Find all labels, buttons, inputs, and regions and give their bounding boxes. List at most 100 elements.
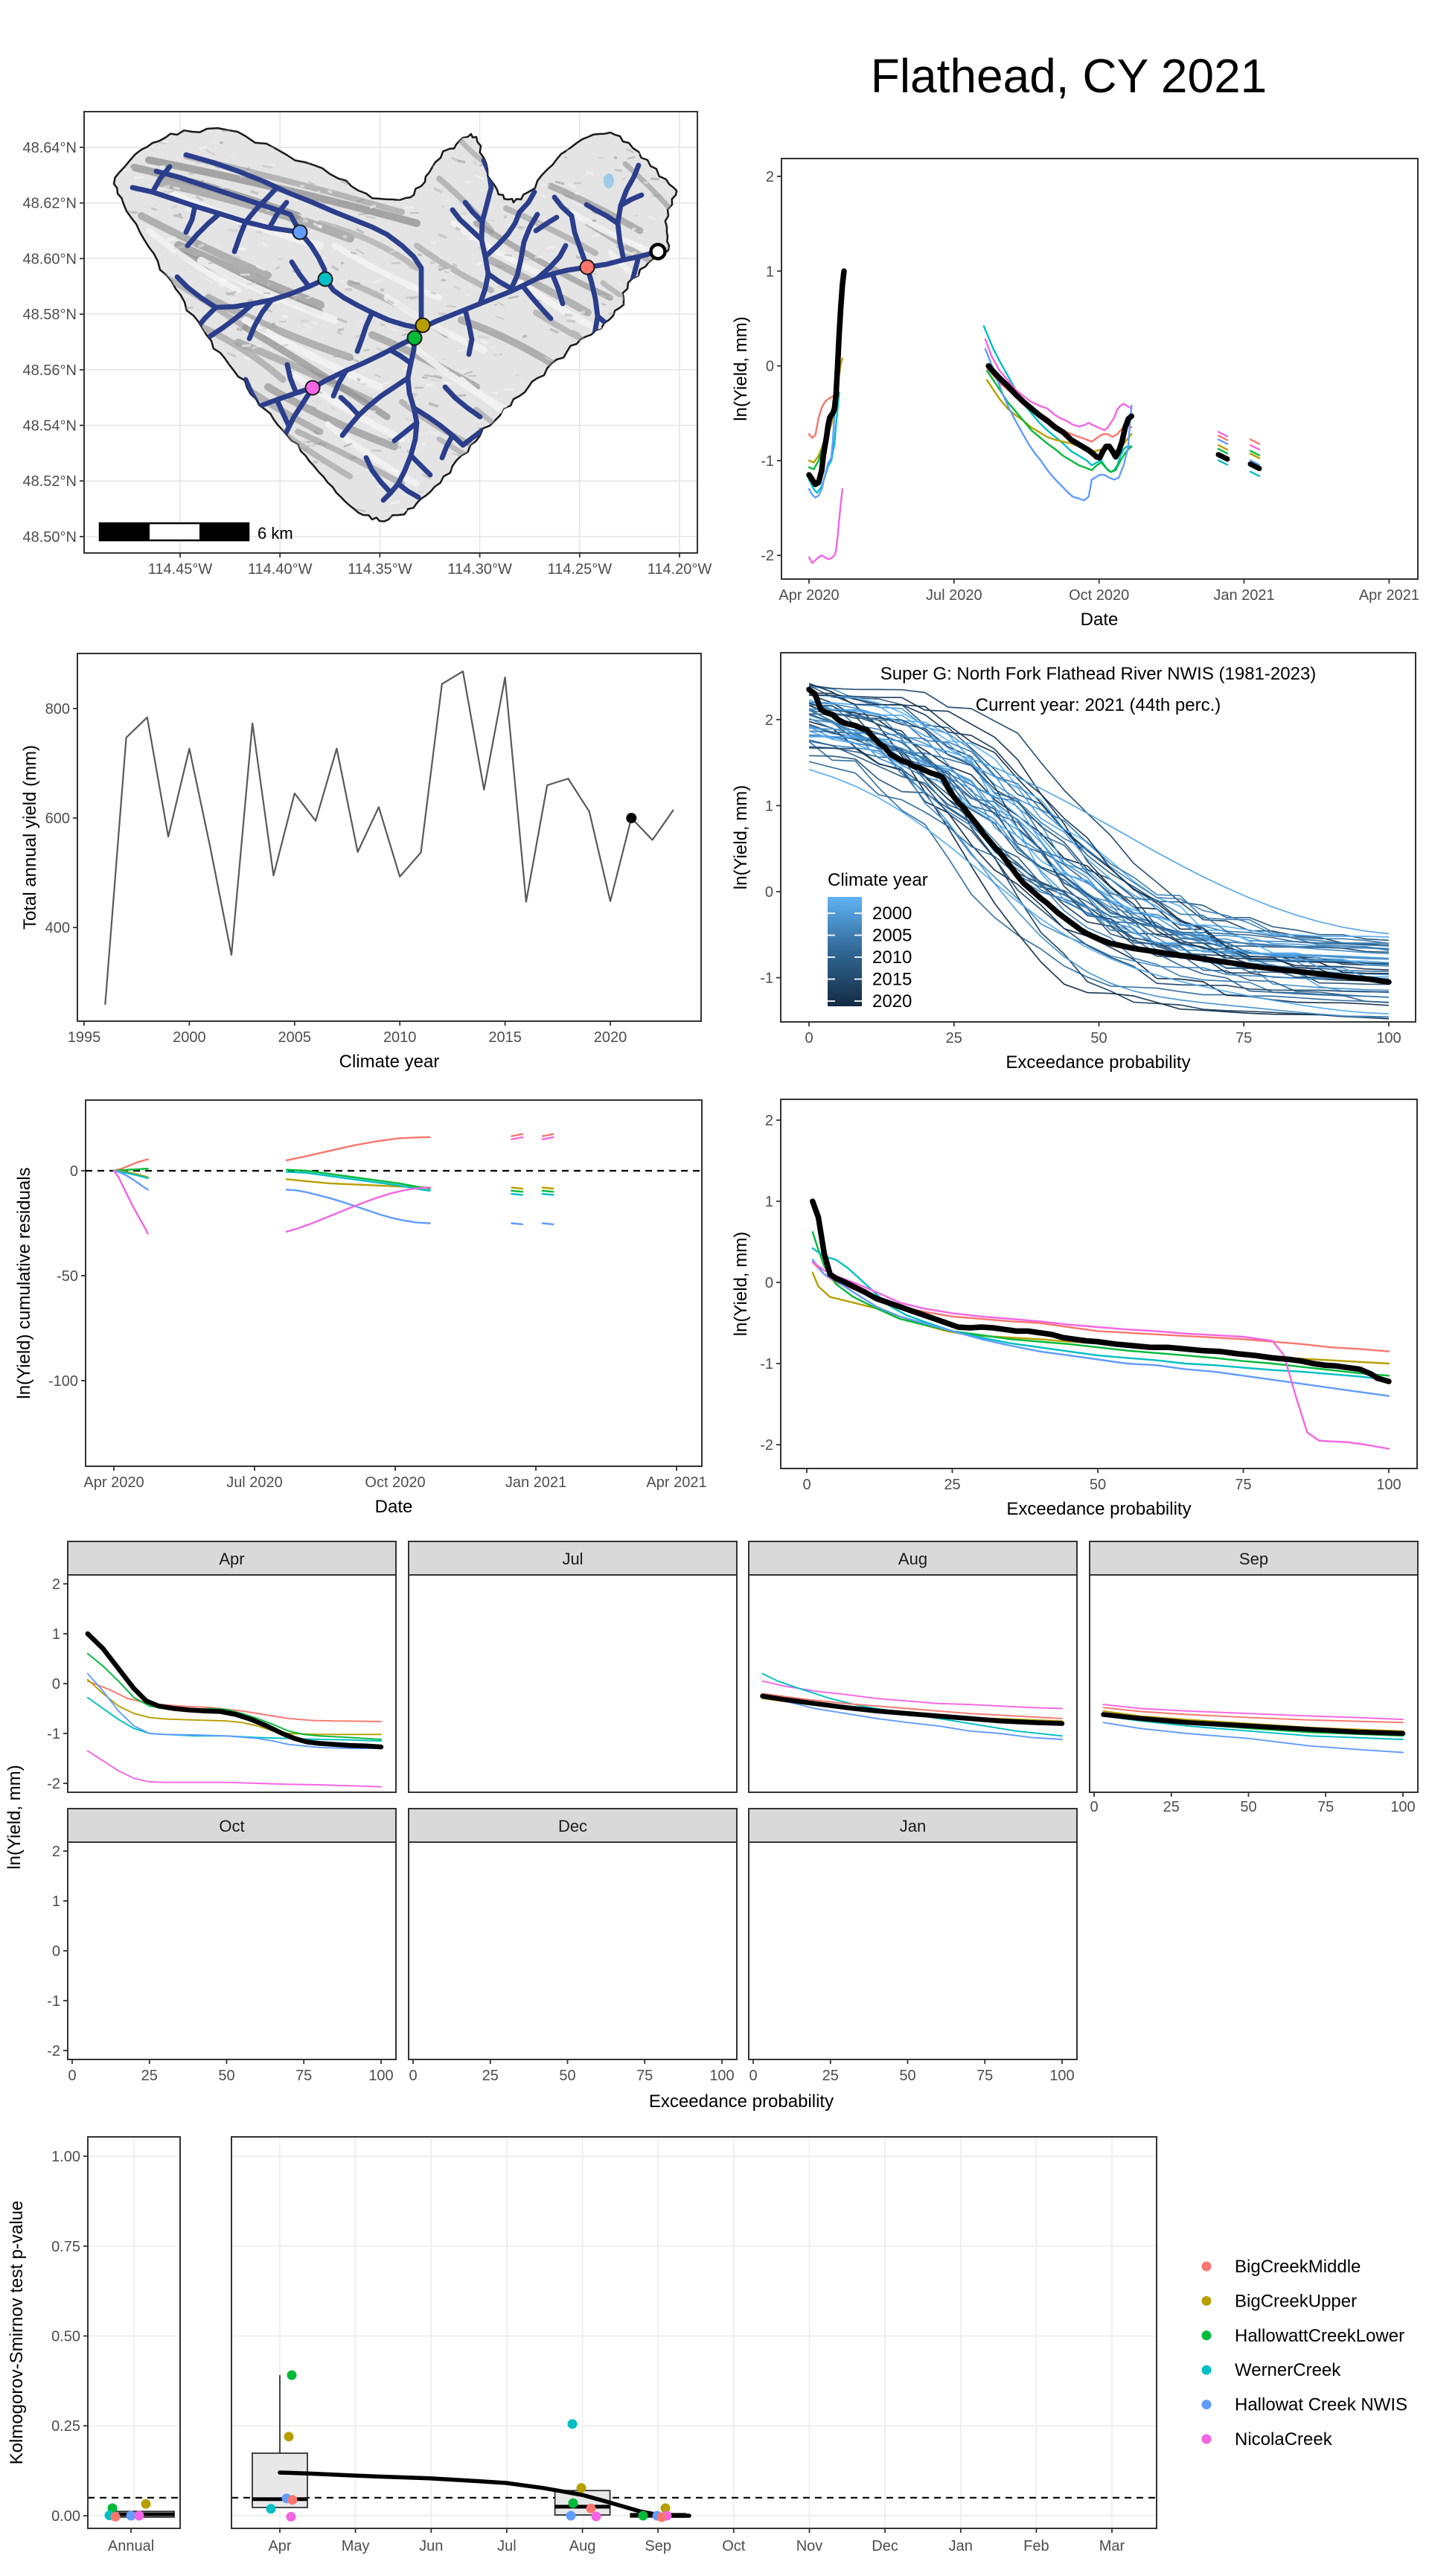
svg-text:2010: 2010 (872, 947, 912, 968)
svg-text:48.58°N: 48.58°N (23, 307, 77, 323)
svg-text:-1: -1 (760, 971, 773, 987)
svg-text:Jul: Jul (562, 1550, 583, 1568)
svg-text:114.35°W: 114.35°W (348, 561, 412, 578)
svg-text:2000: 2000 (872, 904, 912, 924)
svg-text:100: 100 (1049, 2068, 1074, 2084)
svg-text:0: 0 (765, 1275, 773, 1291)
svg-text:0.00: 0.00 (51, 2508, 80, 2525)
svg-text:Apr 2021: Apr 2021 (646, 1474, 706, 1491)
svg-text:Sep: Sep (645, 2538, 671, 2554)
svg-text:114.45°W: 114.45°W (148, 561, 213, 578)
svg-text:HallowattCreekLower: HallowattCreekLower (1235, 2326, 1404, 2346)
svg-text:Jul 2020: Jul 2020 (226, 1474, 283, 1491)
svg-text:Date: Date (1081, 610, 1119, 630)
svg-text:48.62°N: 48.62°N (23, 196, 77, 212)
svg-text:Sep: Sep (1239, 1550, 1268, 1568)
svg-text:6 km: 6 km (258, 524, 293, 543)
svg-text:48.54°N: 48.54°N (23, 418, 77, 435)
svg-text:48.56°N: 48.56°N (23, 362, 77, 379)
svg-text:100: 100 (1376, 1477, 1401, 1493)
svg-text:2: 2 (52, 1844, 60, 1860)
svg-text:Mar: Mar (1099, 2538, 1125, 2554)
svg-text:800: 800 (45, 701, 70, 717)
svg-text:Apr: Apr (219, 1550, 244, 1568)
svg-text:48.50°N: 48.50°N (23, 529, 77, 546)
svg-text:Nov: Nov (796, 2538, 823, 2554)
svg-text:0: 0 (766, 359, 774, 375)
svg-text:Dec: Dec (872, 2538, 898, 2554)
svg-text:Oct: Oct (219, 1817, 244, 1835)
svg-text:Super G: North Fork Flathead R: Super G: North Fork Flathead River NWIS … (880, 664, 1317, 684)
svg-text:0: 0 (749, 2068, 757, 2084)
svg-text:2: 2 (765, 712, 773, 729)
svg-text:0: 0 (409, 2068, 417, 2084)
svg-text:BigCreekMiddle: BigCreekMiddle (1235, 2257, 1361, 2277)
svg-text:2: 2 (766, 169, 774, 185)
svg-text:Jun: Jun (419, 2538, 443, 2554)
svg-text:48.60°N: 48.60°N (23, 251, 77, 267)
svg-text:114.25°W: 114.25°W (548, 561, 613, 578)
svg-text:0.75: 0.75 (51, 2239, 80, 2255)
svg-text:-2: -2 (761, 548, 774, 564)
svg-text:2020: 2020 (872, 991, 912, 1011)
svg-text:2: 2 (765, 1113, 773, 1129)
svg-text:114.30°W: 114.30°W (447, 561, 512, 578)
svg-text:-100: -100 (48, 1373, 78, 1390)
svg-text:1: 1 (765, 1194, 773, 1210)
svg-text:25: 25 (822, 2068, 839, 2084)
svg-text:Oct: Oct (722, 2538, 746, 2554)
svg-text:25: 25 (482, 2068, 499, 2084)
svg-text:Jan 2021: Jan 2021 (505, 1474, 566, 1491)
svg-text:2005: 2005 (278, 1029, 312, 1046)
svg-text:75: 75 (976, 2068, 993, 2084)
svg-text:2: 2 (52, 1576, 60, 1593)
svg-text:75: 75 (1235, 1030, 1252, 1046)
svg-text:Kolmogorov-Smirnov test p-valu: Kolmogorov-Smirnov test p-value (7, 2201, 27, 2465)
svg-text:1.00: 1.00 (51, 2149, 80, 2165)
svg-text:Oct 2020: Oct 2020 (365, 1474, 425, 1491)
svg-text:2020: 2020 (594, 1029, 627, 1046)
svg-text:2005: 2005 (872, 926, 912, 946)
svg-text:2000: 2000 (173, 1029, 206, 1046)
svg-text:100: 100 (1390, 1799, 1415, 1815)
svg-text:Jan: Jan (949, 2538, 973, 2554)
svg-text:Aug: Aug (898, 1550, 927, 1568)
svg-text:114.20°W: 114.20°W (648, 561, 712, 578)
svg-text:Hallowat Creek NWIS: Hallowat Creek NWIS (1235, 2395, 1407, 2415)
svg-text:-2: -2 (47, 2043, 60, 2059)
svg-text:25: 25 (946, 1030, 962, 1046)
svg-text:ln(Yield, mm): ln(Yield, mm) (731, 785, 751, 889)
svg-text:-1: -1 (47, 1993, 60, 2010)
svg-text:Exceedance probability: Exceedance probability (649, 2091, 834, 2112)
svg-text:BigCreekUpper: BigCreekUpper (1235, 2291, 1357, 2311)
svg-text:50: 50 (1090, 1030, 1107, 1046)
svg-text:Dec: Dec (558, 1817, 587, 1835)
svg-text:-1: -1 (761, 453, 774, 470)
svg-text:Aug: Aug (569, 2538, 596, 2554)
svg-text:50: 50 (1240, 1799, 1256, 1815)
svg-text:-2: -2 (47, 1776, 60, 1792)
svg-text:Apr 2020: Apr 2020 (83, 1474, 144, 1491)
svg-text:Exceedance probability: Exceedance probability (1006, 1052, 1190, 1073)
svg-text:75: 75 (295, 2068, 312, 2084)
svg-text:48.64°N: 48.64°N (23, 140, 77, 156)
svg-text:100: 100 (1376, 1030, 1401, 1046)
svg-text:ln(Yield, mm): ln(Yield, mm) (731, 316, 751, 421)
svg-text:ln(Yield) cumulative residuals: ln(Yield) cumulative residuals (14, 1167, 34, 1399)
svg-text:0: 0 (802, 1477, 811, 1493)
svg-text:Climate year: Climate year (828, 870, 928, 890)
svg-text:Jul 2020: Jul 2020 (926, 587, 982, 604)
svg-text:Feb: Feb (1023, 2538, 1049, 2554)
svg-text:75: 75 (636, 2068, 653, 2084)
svg-text:50: 50 (218, 2068, 234, 2084)
svg-text:0: 0 (52, 1676, 60, 1693)
svg-text:-2: -2 (760, 1437, 773, 1454)
svg-text:-1: -1 (760, 1356, 773, 1372)
svg-text:0: 0 (1090, 1799, 1098, 1815)
svg-text:May: May (342, 2538, 370, 2554)
svg-text:0: 0 (52, 1943, 60, 1960)
svg-text:2010: 2010 (383, 1029, 417, 1046)
svg-text:Date: Date (375, 1497, 413, 1517)
svg-text:48.52°N: 48.52°N (23, 473, 77, 490)
svg-text:1: 1 (52, 1626, 60, 1643)
